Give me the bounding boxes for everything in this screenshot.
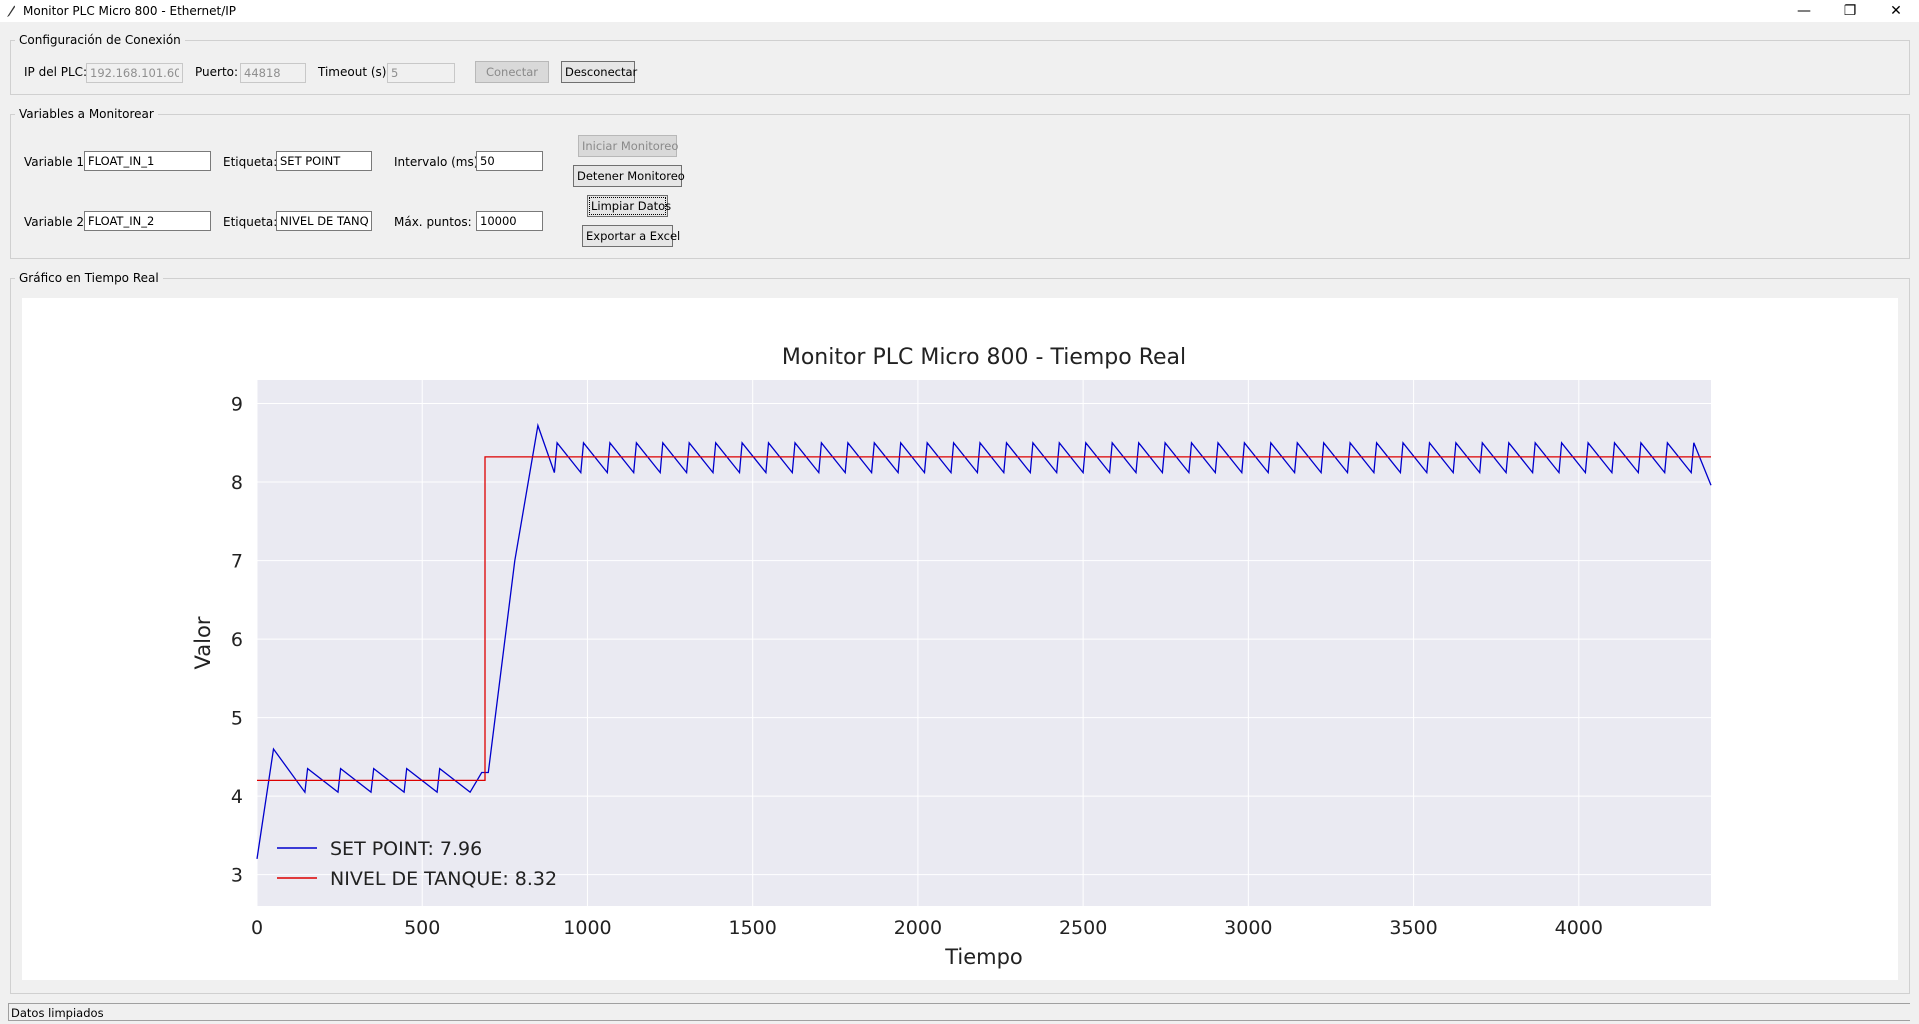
stop-monitoring-button[interactable]: Detener Monitoreo [573,165,685,187]
window-title: Monitor PLC Micro 800 - Ethernet/IP [23,4,237,18]
tag1-input[interactable] [276,151,372,171]
variables-group-label: Variables a Monitorear [19,107,154,121]
y-tick-label: 6 [231,629,243,651]
variable2-input[interactable] [84,211,211,231]
plot-area [257,380,1711,906]
interval-input[interactable] [476,151,543,171]
ip-label: IP del PLC: [24,65,88,79]
x-tick-label: 2000 [894,917,942,939]
start-monitoring-button[interactable]: Iniciar Monitoreo [578,135,678,157]
y-tick-label: 3 [231,865,243,887]
x-tick-label: 3000 [1224,917,1272,939]
minimize-button[interactable]: — [1797,3,1811,19]
timeout-input[interactable] [387,63,455,83]
y-tick-label: 9 [231,394,243,416]
chart-canvas: 0 500 1000 1500 2000 2500 3000 3500 4000 3 4 5 6 7 8 9 M… [22,298,1898,980]
tag2-label: Etiqueta: [223,215,278,229]
port-input[interactable] [240,63,306,83]
disconnect-button[interactable]: Desconectar [561,61,637,83]
x-tick-label: 500 [404,917,440,939]
x-tick-label: 1500 [729,917,777,939]
legend-label-2: NIVEL DE TANQUE: 8.32 [330,868,557,890]
status-text: Datos limpiados [11,1006,104,1020]
x-tick-label: 3500 [1389,917,1437,939]
chart-title: Monitor PLC Micro 800 - Tiempo Real [782,345,1186,370]
title-bar: Monitor PLC Micro 800 - Ethernet/IP — ❐ … [0,0,1919,22]
chart-legend: SET POINT: 7.96 NIVEL DE TANQUE: 8.32 [277,838,557,890]
y-axis-label: Valor [191,616,215,669]
connection-group: Configuración de Conexión [10,33,1910,95]
y-tick-label: 5 [231,708,243,730]
status-bar: Datos limpiados [8,1003,1910,1021]
variable1-label: Variable 1: [24,155,89,169]
connect-button[interactable]: Conectar [475,61,549,83]
x-axis-label: Tiempo [944,945,1023,969]
x-tick-label: 1000 [563,917,611,939]
maxpoints-input[interactable] [476,211,543,231]
series-line-2 [257,456,1711,782]
series-line-1 [256,422,1712,859]
export-excel-button[interactable]: Exportar a Excel [582,225,680,247]
ip-input[interactable] [86,63,183,83]
clear-data-button[interactable]: Limpiar Datos [587,195,671,217]
connection-group-label: Configuración de Conexión [19,33,181,47]
y-tick-label: 7 [231,551,243,573]
y-tick-label: 8 [231,472,243,494]
maximize-button[interactable]: ❐ [1843,3,1857,19]
timeout-label: Timeout (s): [318,65,391,79]
tag1-label: Etiqueta: [223,155,278,169]
graph-group-label: Gráfico en Tiempo Real [19,271,159,285]
real-time-chart: 0 500 1000 1500 2000 2500 3000 3500 4000 3 4 5 6 7 8 9 M… [191,345,1712,969]
variable1-input[interactable] [84,151,211,171]
variable2-label: Variable 2: [24,215,89,229]
tag2-input[interactable] [276,211,372,231]
y-tick-label: 4 [231,786,243,808]
x-tick-label: 0 [251,917,263,939]
maxpoints-label: Máx. puntos: [394,215,472,229]
x-tick-label: 4000 [1555,917,1603,939]
close-button[interactable]: ✕ [1890,3,1902,19]
interval-label: Intervalo (ms): [394,155,483,169]
port-label: Puerto: [195,65,239,79]
x-tick-label: 2500 [1059,917,1107,939]
feather-app-icon [7,5,15,18]
graph-group: Gráfico en Tiempo Real [10,271,1910,994]
variables-group: Variables a Monitorear [10,107,1910,259]
legend-label-1: SET POINT: 7.96 [330,838,482,860]
